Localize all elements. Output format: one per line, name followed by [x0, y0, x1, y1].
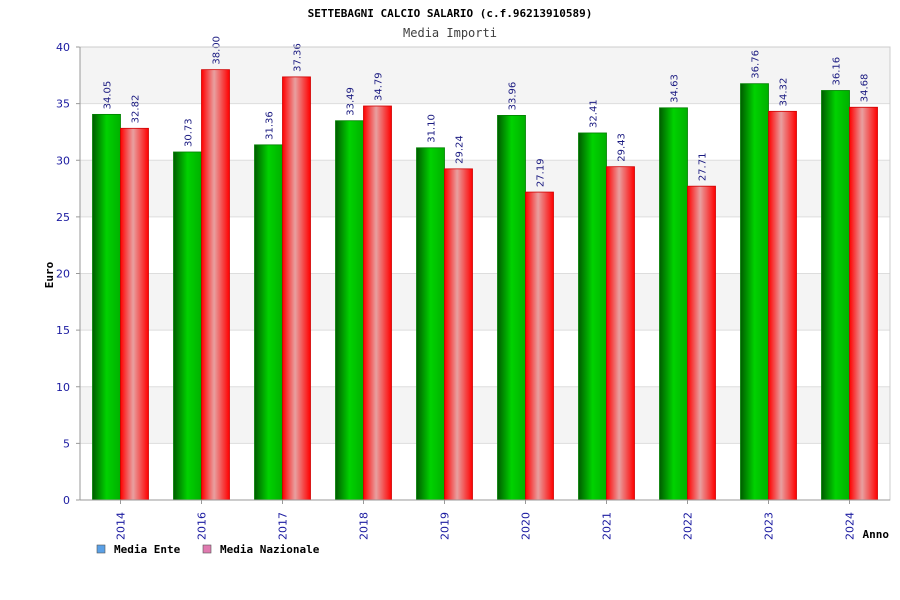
data-label: 34.63 — [670, 74, 681, 103]
y-axis-label: Euro — [43, 261, 56, 288]
x-tick-label: 2024 — [844, 512, 857, 540]
chart-title: SETTEBAGNI CALCIO SALARIO (c.f.962139105… — [308, 7, 593, 20]
legend-label: Media Nazionale — [220, 543, 320, 556]
data-label: 32.41 — [589, 99, 600, 128]
bars — [92, 69, 878, 501]
bar-media-ente — [578, 132, 607, 501]
data-label: 36.16 — [832, 57, 843, 86]
bar-media-nazionale — [687, 185, 716, 501]
data-label: 31.36 — [265, 111, 276, 140]
x-tick-label: 2022 — [682, 512, 695, 540]
data-label: 37.36 — [293, 43, 304, 72]
data-label: 33.96 — [508, 82, 519, 111]
x-tick-label: 2017 — [277, 512, 290, 540]
data-label: 32.82 — [131, 95, 142, 124]
y-tick-label: 0 — [63, 494, 70, 507]
data-label: 31.10 — [427, 114, 438, 143]
x-tick-label: 2021 — [601, 512, 614, 540]
data-label: 30.73 — [184, 118, 195, 147]
bar-media-ente — [416, 147, 445, 501]
data-label: 29.24 — [455, 135, 466, 164]
bar-media-ente — [821, 90, 850, 501]
x-tick-label: 2016 — [196, 512, 209, 540]
bar-media-nazionale — [120, 127, 149, 501]
x-tick-label: 2023 — [763, 512, 776, 540]
data-label: 34.05 — [103, 81, 114, 110]
bar-media-nazionale — [444, 168, 473, 501]
data-label: 34.32 — [779, 78, 790, 107]
axes — [79, 46, 891, 501]
bar-media-ente — [740, 83, 769, 501]
chart-subtitle: Media Importi — [403, 26, 497, 40]
data-label: 38.00 — [212, 36, 223, 65]
bar-media-nazionale — [606, 166, 635, 501]
x-tick-label: 2020 — [520, 512, 533, 540]
data-label: 27.19 — [536, 158, 547, 187]
bar-media-ente — [335, 120, 364, 501]
data-label: 33.49 — [346, 87, 357, 116]
bar-media-ente — [497, 115, 526, 501]
data-label: 29.43 — [617, 133, 628, 162]
bar-media-nazionale — [201, 69, 230, 501]
bar-media-nazionale — [363, 105, 392, 501]
legend-label: Media Ente — [114, 543, 181, 556]
bar-media-ente — [173, 151, 202, 501]
bar-media-ente — [92, 113, 121, 501]
x-axis-label: Anno — [863, 528, 890, 541]
legend-swatch — [96, 544, 106, 554]
y-tick-label: 5 — [63, 437, 70, 450]
bar-media-ente — [254, 144, 283, 501]
y-tick-label: 10 — [56, 381, 70, 394]
data-label: 36.76 — [751, 50, 762, 79]
bar-media-ente — [659, 107, 688, 501]
y-tick-label: 30 — [56, 154, 70, 167]
x-tick-label: 2018 — [358, 512, 371, 540]
bar-media-nazionale — [282, 76, 311, 501]
y-tick-label: 15 — [56, 324, 70, 337]
x-tick-labels: 2014 2016 2017 2018 2019 2020 2021 2022 2023 2024 — [115, 500, 857, 540]
data-label: 34.79 — [374, 72, 385, 101]
data-label: 27.71 — [698, 153, 709, 182]
value-labels: 34.05 32.82 30.73 38.00 31.36 37.36 33.49 34.79… — [103, 36, 871, 187]
x-tick-label: 2014 — [115, 512, 128, 540]
bar-media-nazionale — [525, 191, 554, 501]
y-tick-label: 35 — [56, 98, 70, 111]
data-label: 34.68 — [860, 74, 871, 103]
bar-media-nazionale — [849, 106, 878, 501]
y-tick-label: 25 — [56, 211, 70, 224]
x-tick-label: 2019 — [439, 512, 452, 540]
y-tick-label: 40 — [56, 41, 70, 54]
y-tick-labels: 0 5 10 15 20 25 30 35 40 — [56, 41, 70, 507]
legend-swatch — [202, 544, 212, 554]
legend: Media Ente Media Nazionale — [96, 543, 320, 556]
bar-media-nazionale — [768, 110, 797, 501]
y-tick-label: 20 — [56, 268, 70, 281]
